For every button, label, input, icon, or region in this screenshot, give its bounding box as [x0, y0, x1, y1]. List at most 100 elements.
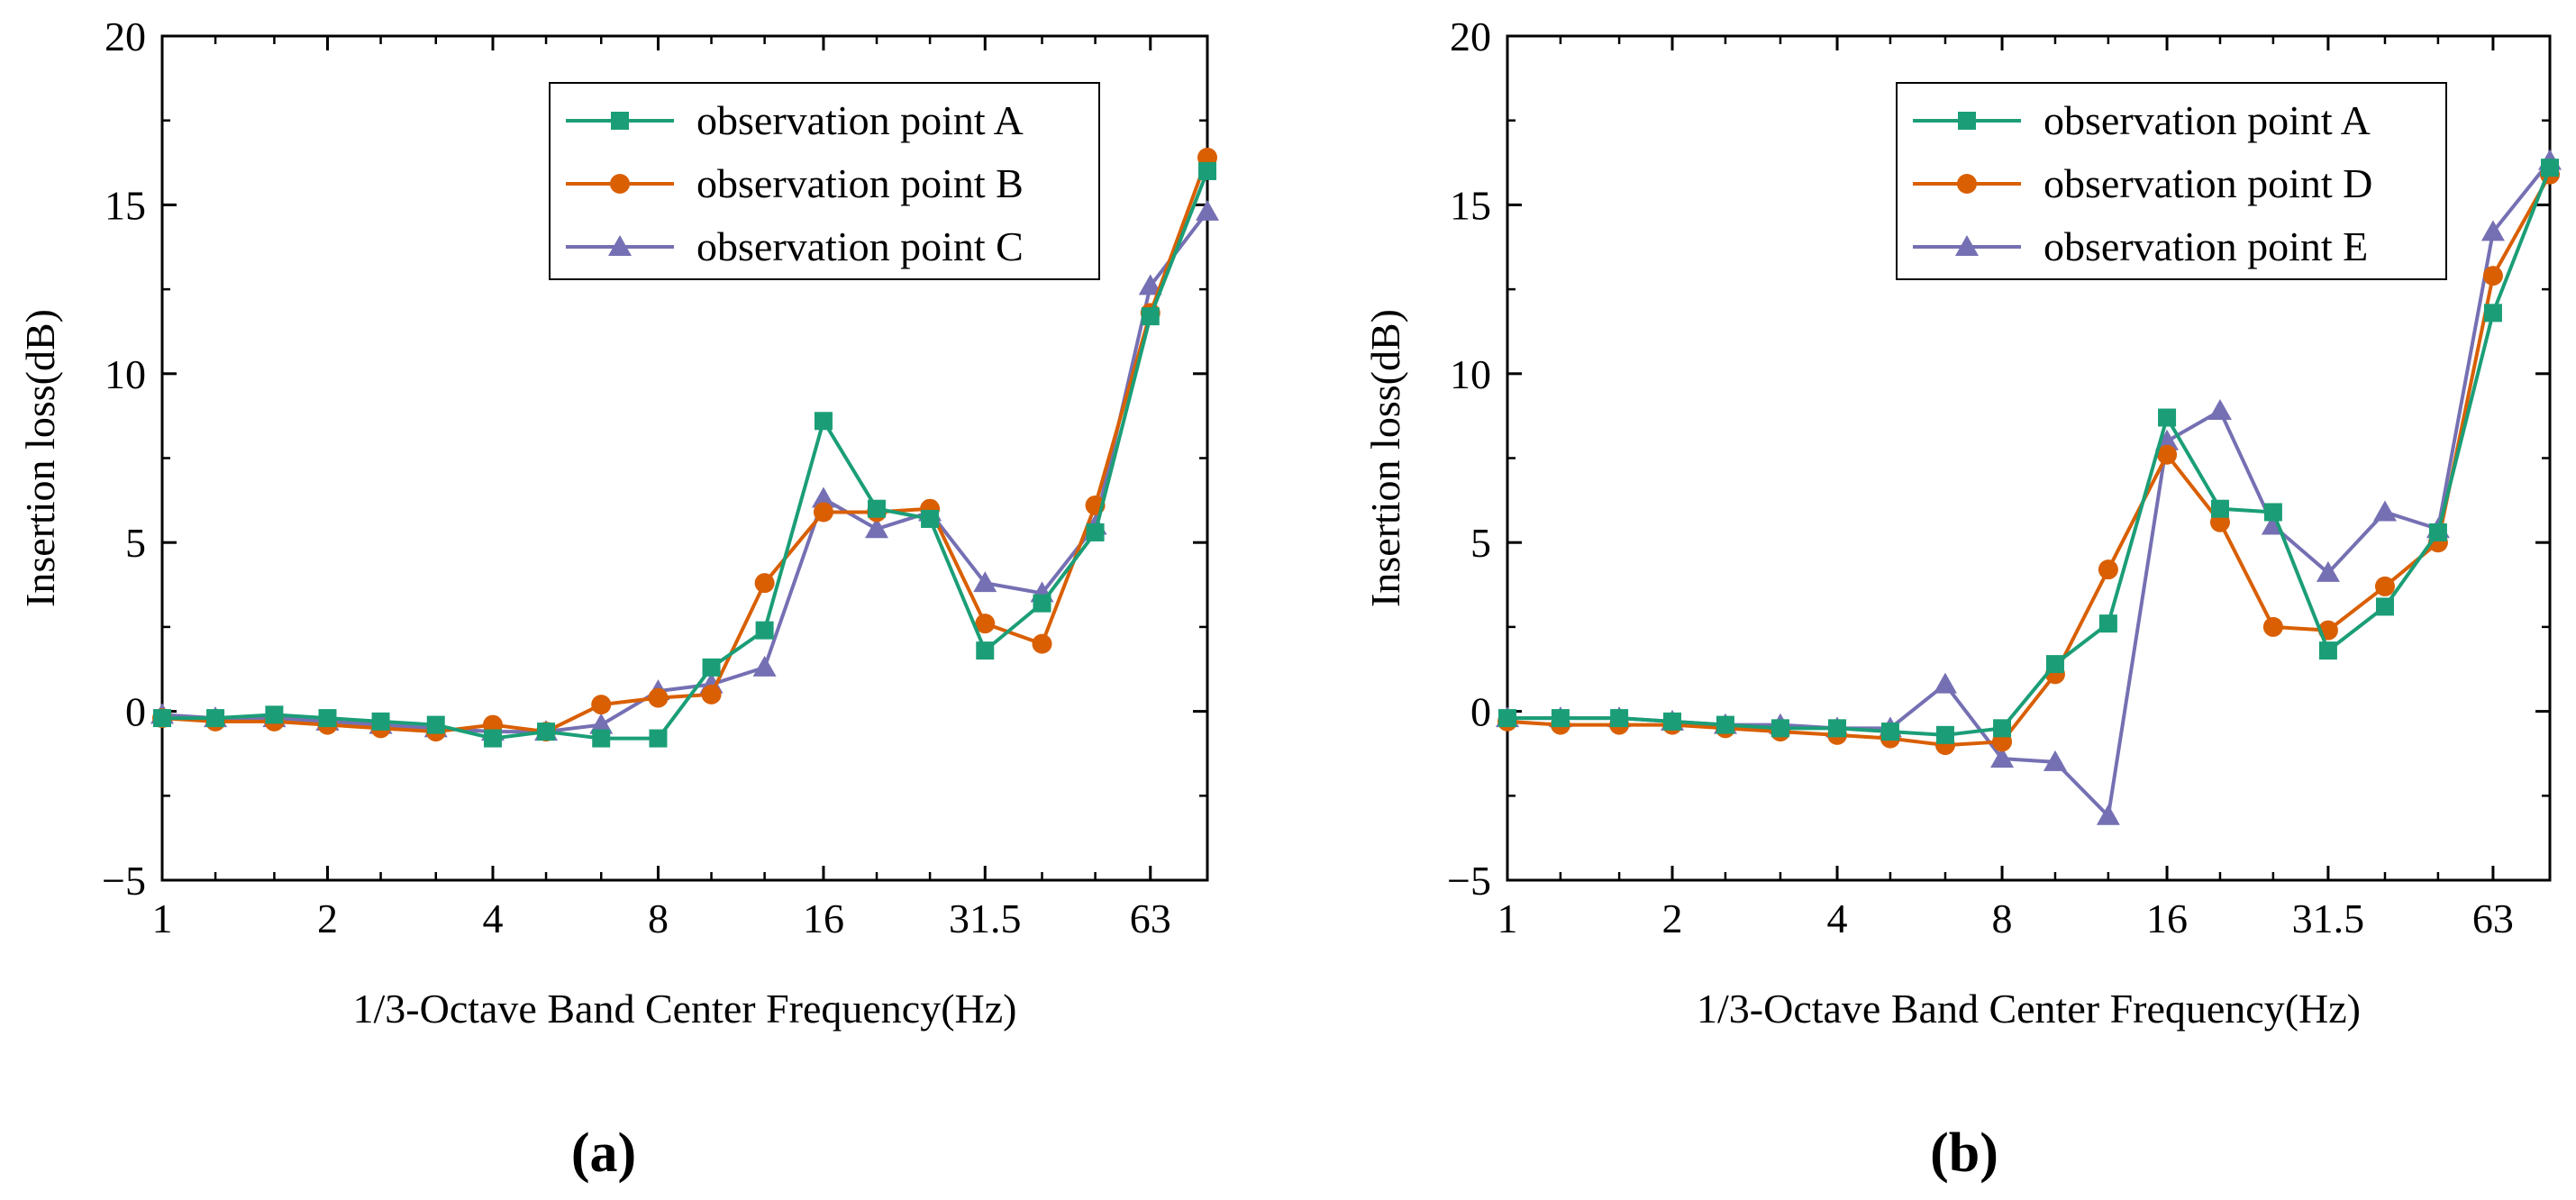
x-tick-label: 2 [317, 895, 338, 941]
data-point [265, 705, 284, 724]
data-point [649, 729, 668, 748]
legend-marker [610, 174, 630, 194]
data-point [2098, 614, 2117, 633]
data-point [537, 723, 556, 741]
data-point [2482, 266, 2503, 286]
data-point [426, 715, 445, 734]
data-point [1880, 723, 1899, 741]
data-point [976, 641, 995, 660]
data-point [755, 621, 774, 640]
y-tick-label: 0 [125, 689, 146, 735]
data-point [2541, 159, 2559, 177]
data-point [1032, 633, 1052, 654]
x-tick-label: 2 [1662, 895, 1683, 941]
data-point [2263, 503, 2282, 522]
panel-label: (a) [571, 1123, 636, 1184]
legend: observation point A observation point D ob… [1896, 82, 2447, 280]
data-point [1935, 725, 1954, 744]
data-point [975, 614, 996, 634]
data-point [648, 687, 669, 708]
x-tick-label: 1 [1497, 895, 1518, 941]
data-point [2155, 429, 2180, 450]
y-tick-label: 5 [1470, 520, 1491, 566]
data-point [2158, 408, 2177, 427]
legend-label: observation point E [2044, 223, 2368, 269]
data-point [814, 412, 833, 431]
y-axis-title: Insertion loss(dB) [17, 309, 63, 607]
data-point [2428, 523, 2447, 541]
data-point [701, 684, 722, 705]
data-point [2318, 641, 2337, 660]
data-point [811, 486, 835, 508]
data-point [592, 729, 611, 748]
y-tick-label: 0 [1470, 689, 1491, 735]
data-point [1933, 672, 1957, 694]
x-tick-label: 8 [648, 895, 669, 941]
data-point [2045, 655, 2064, 674]
data-point [1141, 307, 1160, 326]
y-tick-label: 10 [105, 351, 146, 397]
data-point [206, 709, 225, 728]
data-point [2483, 304, 2502, 323]
data-point [153, 709, 171, 728]
data-point [752, 655, 777, 677]
series-observation-point-a [1498, 159, 2559, 744]
x-tick-label: 63 [1130, 895, 1171, 941]
y-axis-title: Insertion loss(dB) [1362, 309, 1408, 607]
data-point [2207, 399, 2232, 421]
legend-marker [1958, 112, 1976, 130]
data-point [1551, 709, 1570, 728]
data-point [1716, 715, 1734, 734]
data-point [1828, 719, 1847, 738]
data-point [2480, 220, 2505, 241]
data-point [865, 517, 889, 539]
series-observation-point-c [150, 199, 1219, 741]
data-point [813, 502, 833, 523]
x-axis-title: 1/3-Octave Band Center Frequency(Hz) [1697, 986, 2361, 1032]
data-point [1033, 594, 1051, 613]
data-point [1663, 712, 1682, 731]
data-point [702, 658, 721, 677]
x-tick-label: 16 [2146, 895, 2188, 941]
x-tick-label: 4 [1827, 895, 1848, 941]
x-tick-label: 8 [1992, 895, 2013, 941]
legend-label: observation point B [696, 160, 1024, 206]
data-point [591, 695, 612, 715]
data-point [483, 729, 502, 748]
data-point [1993, 719, 2012, 738]
y-tick-label: 20 [1450, 14, 1491, 59]
y-tick-label: 15 [1450, 182, 1491, 228]
data-point [2316, 560, 2340, 582]
data-point [2375, 597, 2394, 616]
data-point [921, 509, 940, 528]
data-point [371, 712, 390, 731]
data-point [973, 571, 997, 593]
data-point [1770, 719, 1789, 738]
data-point [2157, 444, 2178, 465]
data-point [2262, 616, 2283, 637]
data-point [1196, 199, 1219, 221]
legend-marker [1957, 174, 1977, 194]
legend-marker [611, 112, 629, 130]
data-point [589, 713, 614, 734]
data-point [2374, 576, 2395, 596]
y-tick-label: 20 [105, 14, 146, 59]
data-point [2098, 559, 2118, 580]
x-tick-label: 16 [803, 895, 844, 941]
x-tick-label: 31.5 [949, 895, 1022, 941]
y-tick-label: 15 [105, 182, 146, 228]
data-point [2043, 750, 2067, 771]
data-point [754, 573, 775, 594]
x-tick-label: 31.5 [2292, 895, 2365, 941]
x-tick-label: 63 [2472, 895, 2514, 941]
x-tick-label: 4 [482, 895, 503, 941]
data-point [2096, 804, 2120, 825]
y-tick-label: −5 [1447, 858, 1491, 904]
data-point [2210, 499, 2229, 518]
series-line [161, 210, 1209, 734]
y-tick-label: 10 [1450, 351, 1491, 397]
data-point [1610, 709, 1629, 728]
